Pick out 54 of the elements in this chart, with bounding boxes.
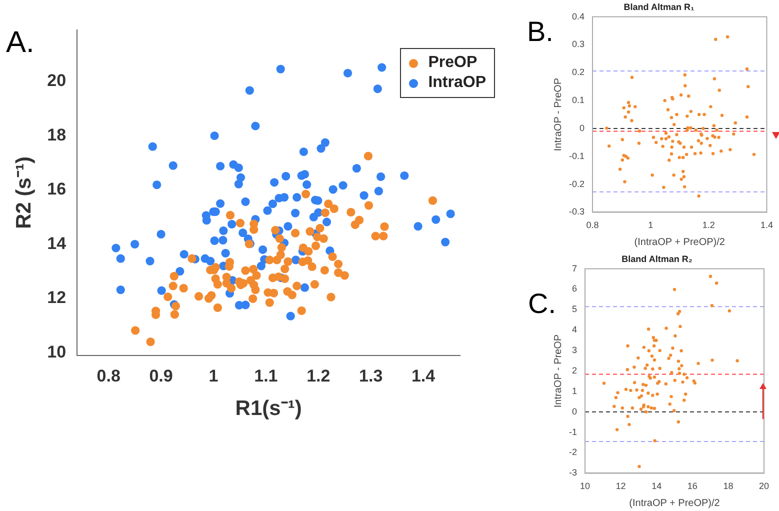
y-tick-label: 0.3 <box>572 39 585 50</box>
y-tick-label: 3 <box>572 345 577 356</box>
x-tick-label: 1.4 <box>411 366 436 386</box>
x-tick-label: 14 <box>652 481 662 492</box>
y-tick-label: 7 <box>572 263 577 274</box>
y-tick-label: -0.2 <box>568 178 585 189</box>
y-axis-title: IntraOP - PreOP <box>552 334 564 408</box>
x-tick-label: 1 <box>208 366 218 386</box>
y-tick-label: 2 <box>572 365 577 376</box>
y-tick-label: -2 <box>568 447 577 458</box>
x-tick-label: 12 <box>616 481 626 492</box>
x-axis-title: (IntraOP + PreOP)/2 <box>629 498 720 509</box>
y-tick-label: 20 <box>47 71 66 90</box>
text: C. <box>528 288 556 319</box>
x-tick-label: 16 <box>687 481 698 492</box>
x-tick-label: 1.4 <box>760 220 773 230</box>
y-tick-label: 0.4 <box>572 11 585 22</box>
y-tick-label: -0.1 <box>568 150 585 161</box>
x-tick-label: 0.9 <box>149 366 173 386</box>
y-tick-label: 0 <box>572 406 577 416</box>
chart-title: Bland Altman R₁ <box>624 2 694 12</box>
y-tick-label: -1 <box>568 426 577 437</box>
y-tick-label: 16 <box>47 180 66 199</box>
x-tick-label: 18 <box>723 481 734 492</box>
x-axis-title: R1(s⁻¹) <box>235 397 302 420</box>
y-tick-label: 1 <box>572 386 577 396</box>
y-tick-label: 10 <box>47 342 66 362</box>
x-axis-title: (IntraOP + PreOP)/2 <box>634 236 726 248</box>
x-tick-label: 1.2 <box>306 366 330 386</box>
y-tick-label: 5 <box>572 304 577 314</box>
y-tick-label: -3 <box>568 468 577 478</box>
x-tick-label: 1 <box>648 220 654 230</box>
legend-label: IntraOP <box>428 73 486 93</box>
legend-label: PreOP <box>428 53 478 73</box>
y-tick-label: 12 <box>47 288 66 308</box>
chart-title: Bland Altman R₂ <box>622 254 692 264</box>
y-tick-label: 18 <box>47 125 66 144</box>
y-tick-label: 6 <box>572 284 577 294</box>
y-tick-label: 0 <box>579 122 585 133</box>
x-tick-label: 1.1 <box>254 366 278 386</box>
x-tick-label: 1.3 <box>359 366 383 386</box>
x-tick-label: 20 <box>758 481 770 492</box>
y-tick-label: 0.2 <box>572 67 585 78</box>
y-tick-label: 14 <box>47 234 67 253</box>
text: A. <box>6 26 34 59</box>
x-tick-label: 0.8 <box>96 366 120 386</box>
y-tick-label: 4 <box>572 324 577 335</box>
y-tick-label: -0.3 <box>568 206 585 217</box>
text: B. <box>527 16 554 47</box>
x-tick-label: 0.8 <box>586 220 599 230</box>
y-axis-title: R2 (s⁻¹) <box>12 156 36 229</box>
x-tick-label: 1.2 <box>702 220 715 230</box>
y-tick-label: 0.1 <box>572 95 585 106</box>
y-axis-title: IntraOP - PreOP <box>552 78 564 152</box>
